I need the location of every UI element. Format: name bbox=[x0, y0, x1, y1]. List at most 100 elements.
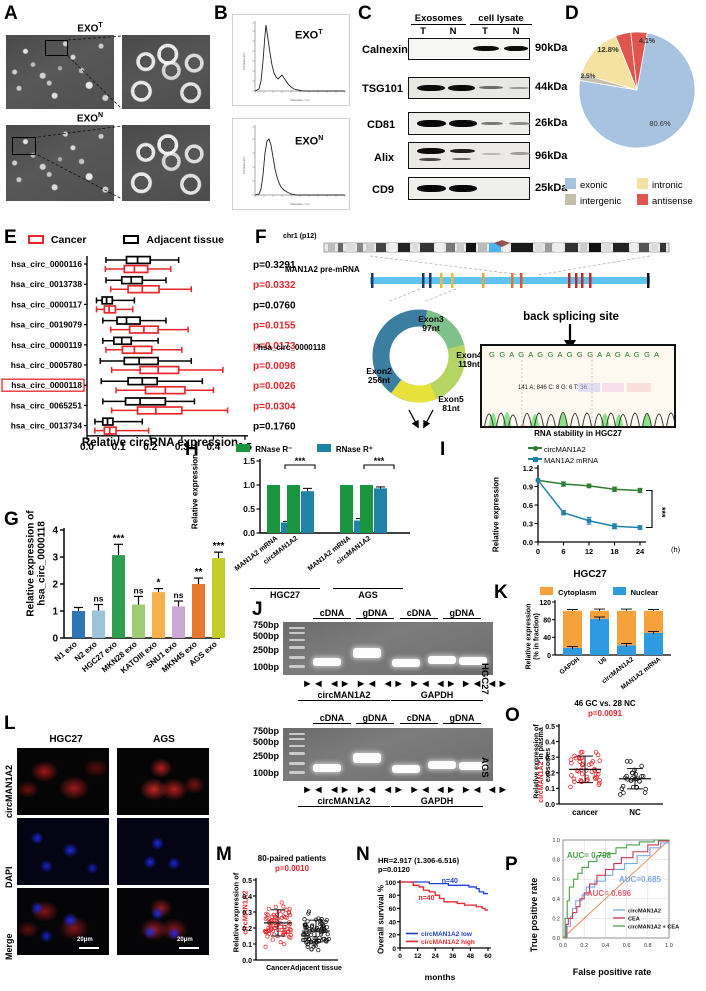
svg-text:circMAN1A2 + CEA: circMAN1A2 + CEA bbox=[628, 924, 679, 930]
svg-text:0.0: 0.0 bbox=[552, 936, 560, 942]
legend-label-exonic: exonic bbox=[580, 180, 608, 191]
gel-ladder-band bbox=[289, 665, 305, 668]
svg-text:Exon4: Exon4 bbox=[456, 350, 482, 360]
gel-ladder-band bbox=[289, 771, 305, 774]
panel-h-barchart: 0.0 0.5 1.0 1.5 MAN1A2 mRNA circMAN1A2 MAN1A2 … bbox=[234, 455, 415, 573]
legend-label-man1a2: MAN1A2 mRNA bbox=[544, 456, 599, 465]
blot-lane-4: N bbox=[512, 26, 520, 37]
svg-text:n=40: n=40 bbox=[442, 878, 458, 885]
panel-m-scatter: 0.0 0.1 0.2 0.3 0.4 0.5 Cancer Adjacent tissue bbox=[232, 874, 344, 984]
svg-text:1.0: 1.0 bbox=[552, 838, 560, 844]
panel-j-label: J bbox=[252, 599, 263, 620]
panel-n-hr: HR=2.917 (1.306-6.516) bbox=[378, 856, 460, 865]
scale-bar-label: 20μm bbox=[177, 937, 193, 943]
svg-text:hsa_circ_0065251: hsa_circ_0065251 bbox=[11, 400, 83, 410]
svg-text:p=0.0760: p=0.0760 bbox=[253, 300, 296, 311]
svg-text:0.1: 0.1 bbox=[545, 786, 555, 793]
if-col-hgc27: HGC27 bbox=[49, 734, 83, 745]
panel-n-xlabel: months bbox=[424, 972, 456, 982]
svg-text:0.3: 0.3 bbox=[175, 442, 189, 453]
svg-text:3: 3 bbox=[52, 553, 58, 564]
svg-text:1.5: 1.5 bbox=[243, 456, 255, 466]
gel1-primer-gapdh: GAPDH bbox=[391, 690, 483, 702]
legend-label-cytoplasm: Cytoplasm bbox=[558, 588, 597, 597]
svg-text:0.4: 0.4 bbox=[242, 894, 252, 901]
blot-band bbox=[504, 46, 528, 51]
svg-text:0.2: 0.2 bbox=[580, 943, 588, 949]
gel1-header-gdna-2: gDNA bbox=[443, 608, 481, 620]
panel-k-title: HGC27 bbox=[573, 569, 607, 580]
svg-text:120: 120 bbox=[539, 600, 551, 607]
svg-text:p=0.0173: p=0.0173 bbox=[253, 341, 296, 352]
gel-ladder-band bbox=[289, 646, 305, 649]
circrna-donut-diagram: Exon3 97nt Exon4 119nt Exon2 256nt Exon5… bbox=[366, 309, 482, 429]
em-image-exon-low bbox=[6, 125, 114, 201]
svg-text:0: 0 bbox=[392, 946, 396, 953]
gel2-ladder-250: 250bp bbox=[253, 751, 280, 761]
panel-e-boxplot: hsa_circ_0000116 p=0.3291 hsa_circ_0013738… bbox=[0, 250, 300, 453]
panel-l-label: L bbox=[4, 713, 16, 734]
gel-band bbox=[459, 762, 487, 770]
svg-text:0.0: 0.0 bbox=[523, 538, 533, 547]
svg-text:Exon2: Exon2 bbox=[366, 366, 392, 376]
blot-box-tsg101 bbox=[408, 77, 530, 99]
panel-f-label: F bbox=[255, 227, 267, 248]
svg-text:**: ** bbox=[195, 567, 203, 578]
svg-text:*: * bbox=[157, 578, 161, 589]
panel-o-label: O bbox=[505, 705, 520, 726]
svg-text:0.4: 0.4 bbox=[552, 897, 560, 903]
blot-mw-cd9: 25kDa bbox=[535, 182, 568, 194]
svg-text:***: *** bbox=[657, 507, 667, 518]
legend-swatch-cytoplasm bbox=[540, 587, 553, 595]
blot-band bbox=[417, 120, 446, 127]
legend-swatch-rnase-r-neg bbox=[236, 444, 250, 452]
gel1-ladder-750: 750bp bbox=[253, 620, 280, 630]
svg-text:0: 0 bbox=[52, 634, 58, 645]
gel1-ladder-100: 100bp bbox=[253, 662, 280, 672]
gel-band bbox=[428, 656, 456, 664]
svg-text:24: 24 bbox=[636, 547, 645, 556]
scale-bar-label: 20μm bbox=[77, 937, 93, 943]
panel-m-pvalue: p=0.0010 bbox=[274, 864, 310, 873]
gel-ladder-band bbox=[289, 639, 305, 641]
blot-group-cell-lysate: cell lysate bbox=[470, 14, 532, 25]
svg-text:Particles /mL: Particles /mL bbox=[242, 52, 246, 70]
if-row-dapi: DAPI bbox=[4, 866, 14, 888]
legend-swatch-adjacent bbox=[123, 235, 140, 244]
blot-band bbox=[449, 185, 477, 192]
svg-text:Diameter / nm: Diameter / nm bbox=[291, 98, 310, 102]
panel-i-label: I bbox=[440, 439, 446, 460]
panel-n-label: N bbox=[356, 844, 370, 865]
em-roi-box-top bbox=[45, 40, 68, 56]
legend-swatch-rnase-r-pos bbox=[316, 444, 331, 452]
svg-text:0.2: 0.2 bbox=[552, 916, 560, 922]
gel-band bbox=[353, 648, 381, 658]
svg-text:Cancer: Cancer bbox=[266, 965, 290, 972]
panel-o-title: 46 GC vs. 28 NC bbox=[574, 699, 636, 708]
panel-n-pvalue: p=0.0120 bbox=[378, 865, 410, 874]
svg-text:n=40: n=40 bbox=[418, 895, 434, 902]
svg-text:40: 40 bbox=[543, 635, 551, 642]
svg-text:***: *** bbox=[374, 456, 385, 466]
svg-text:0.5: 0.5 bbox=[242, 878, 252, 885]
panel-i-legend: circMAN1A2 MAN1A2 mRNA bbox=[528, 445, 598, 465]
blot-box-alix bbox=[408, 142, 530, 169]
gel-band bbox=[459, 657, 487, 665]
panel-h-legend: RNase R⁻ RNase R⁺ bbox=[236, 444, 373, 454]
sanger-stat-highlight-c bbox=[578, 383, 600, 392]
svg-text:p=0.0332: p=0.0332 bbox=[253, 280, 296, 291]
svg-text:0.9: 0.9 bbox=[523, 483, 533, 492]
pie-legend: exonic intronic intergenic antisense bbox=[565, 178, 703, 207]
panel-k-ylabel-1: Relative expression bbox=[525, 603, 533, 670]
legend-label-circman1a2: circMAN1A2 bbox=[544, 445, 586, 454]
blot-band bbox=[450, 149, 475, 153]
nta-title-exon: EXON bbox=[295, 135, 324, 148]
svg-text:ns: ns bbox=[174, 590, 184, 600]
svg-text:CEA: CEA bbox=[628, 916, 640, 922]
svg-text:80.6%: 80.6% bbox=[649, 119, 671, 128]
gel1-ladder-250: 250bp bbox=[253, 645, 280, 655]
em-image-exot-low bbox=[6, 35, 114, 109]
sanger-sequence: G G A G A G G A G G G A A G A G G A bbox=[489, 350, 661, 359]
gel1-header-cdna-2: cDNA bbox=[400, 608, 438, 620]
legend-swatch-exonic bbox=[565, 178, 576, 189]
